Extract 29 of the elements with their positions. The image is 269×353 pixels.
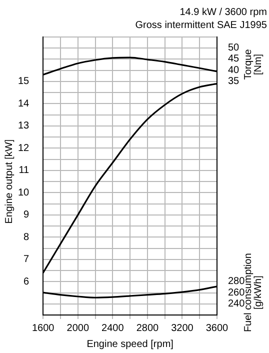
y-tick-label: 7: [24, 254, 30, 266]
y2-tick-label: 35: [228, 76, 240, 88]
y-tick-label: 15: [18, 76, 30, 88]
y-tick-label: 12: [18, 142, 30, 154]
x-tick-label: 2400: [102, 322, 124, 334]
y2-tick-label: 45: [228, 54, 240, 65]
y-axis-title: Engine output [kW]: [4, 139, 15, 224]
y2-axis-title: Torque [Nm]: [242, 48, 264, 80]
x-tick-label: 1600: [32, 322, 55, 334]
x-tick-label: 3600: [206, 322, 229, 334]
y3-axis-title: Fuel consumption [g/kWh]: [242, 253, 264, 332]
y-tick-label: 11: [18, 165, 30, 176]
x-axis-title: Engine speed [rpm]: [86, 338, 174, 350]
chart-title: 14.9 kW / 3600 rpm: [180, 6, 267, 18]
y3-tick-label: 260: [228, 287, 246, 298]
chart-subtitle: Gross intermittent SAE J1995: [135, 20, 268, 31]
x-tick-label: 3200: [171, 322, 194, 334]
y3-tick-label: 280: [228, 276, 246, 288]
y2-tick-label: 40: [228, 64, 240, 76]
y-tick-label: 9: [24, 210, 30, 221]
y2-tick-label: 50: [228, 42, 240, 54]
y-tick-label: 10: [18, 187, 30, 198]
x-tick-label: 2800: [136, 322, 160, 334]
y-tick-label: 14: [18, 98, 30, 110]
x-tick-label: 2000: [66, 322, 90, 334]
y-tick-label: 13: [18, 120, 30, 132]
y3-tick-label: 240: [228, 298, 246, 310]
y-tick-label: 8: [24, 232, 30, 243]
y-tick-label: 6: [24, 276, 30, 288]
